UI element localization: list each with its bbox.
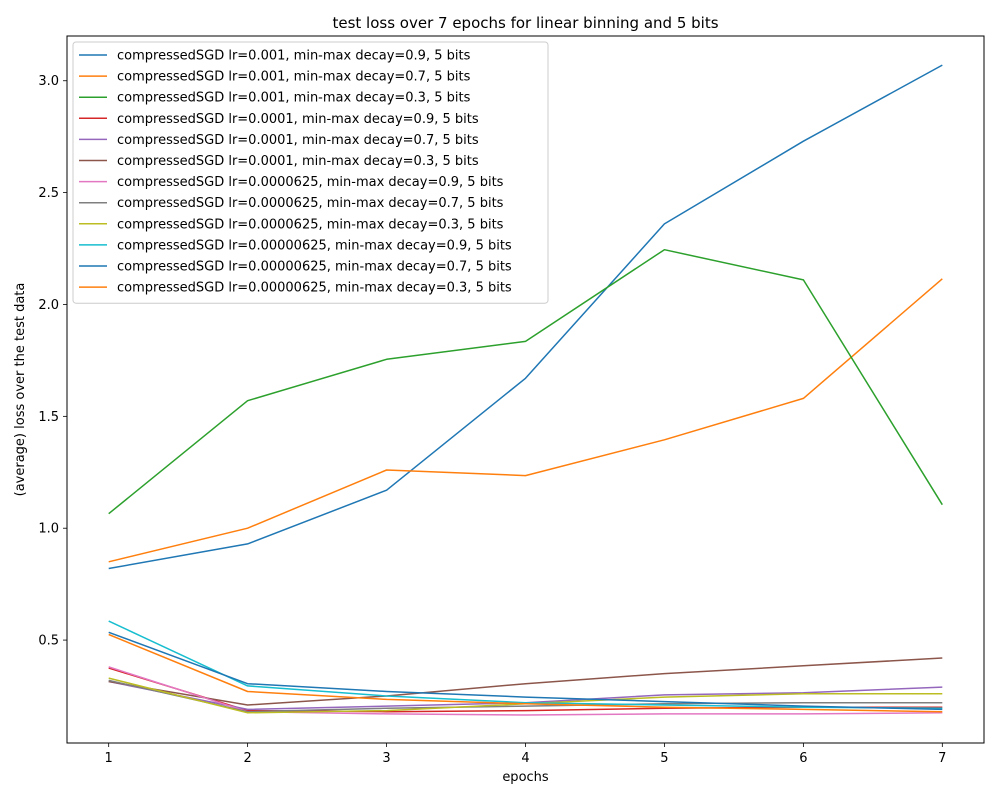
x-tick-label: 7: [938, 751, 946, 766]
legend-entry: compressedSGD lr=0.0001, min-max decay=0…: [117, 112, 479, 127]
y-axis-label: (average) loss over the test data: [13, 283, 28, 497]
legend-entry: compressedSGD lr=0.0001, min-max decay=0…: [117, 133, 479, 148]
series-line-6: [108, 657, 943, 706]
legend: compressedSGD lr=0.001, min-max decay=0.…: [72, 41, 549, 304]
x-axis-label: epochs: [502, 770, 549, 785]
series-line-2: [108, 278, 943, 563]
legend-entry: compressedSGD lr=0.0001, min-max decay=0…: [117, 154, 479, 169]
x-tick-label: 5: [660, 751, 668, 766]
legend-entry: compressedSGD lr=0.0000625, min-max deca…: [117, 196, 504, 211]
legend-entry: compressedSGD lr=0.001, min-max decay=0.…: [117, 49, 471, 64]
legend-entry: compressedSGD lr=0.0000625, min-max deca…: [117, 217, 504, 232]
legend-entry: compressedSGD lr=0.00000625, min-max dec…: [117, 281, 512, 296]
y-tick-label: 1.5: [38, 410, 59, 425]
x-tick-label: 1: [105, 751, 113, 766]
x-tick-label: 6: [799, 751, 807, 766]
y-axis-ticks: 0.5 1.0 1.5 2.0 2.5 3.0: [38, 74, 67, 649]
series-line-8: [108, 679, 943, 713]
legend-entry: compressedSGD lr=0.00000625, min-max dec…: [117, 260, 512, 275]
x-tick-label: 2: [243, 751, 251, 766]
y-tick-label: 3.0: [38, 74, 59, 89]
series-line-12: [108, 633, 943, 713]
legend-entry: compressedSGD lr=0.00000625, min-max dec…: [117, 238, 512, 253]
legend-entry: compressedSGD lr=0.0000625, min-max deca…: [117, 175, 504, 190]
x-tick-label: 4: [521, 751, 529, 766]
y-tick-label: 2.5: [38, 186, 59, 201]
series-line-3: [108, 248, 943, 515]
series-line-1: [108, 64, 943, 570]
y-tick-label: 0.5: [38, 634, 59, 649]
series-line-10: [108, 620, 943, 710]
chart-title: test loss over 7 epochs for linear binni…: [332, 14, 718, 32]
legend-entry: compressedSGD lr=0.001, min-max decay=0.…: [117, 70, 471, 85]
series-line-11: [108, 631, 943, 711]
y-tick-label: 2.0: [38, 298, 59, 313]
x-axis-ticks: 1 2 3 4 5 6 7: [105, 743, 946, 766]
legend-entry: compressedSGD lr=0.001, min-max decay=0.…: [117, 91, 471, 106]
plot-lines: [108, 64, 943, 716]
series-line-4: [108, 667, 943, 713]
x-tick-label: 3: [382, 751, 390, 766]
legend-box: [72, 41, 549, 304]
y-tick-label: 1.0: [38, 522, 59, 537]
